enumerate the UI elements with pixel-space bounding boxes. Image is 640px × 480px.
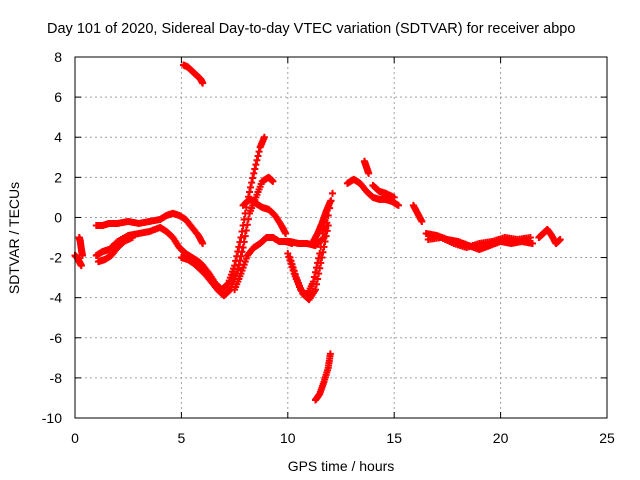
data-point	[225, 287, 233, 295]
data-point	[286, 254, 294, 262]
x-tick-label: 20	[493, 430, 509, 446]
data-point	[254, 152, 262, 160]
data-point	[321, 226, 329, 234]
data-point	[128, 234, 136, 241]
data-point	[320, 243, 328, 251]
data-point	[234, 265, 242, 273]
data-point	[242, 226, 250, 234]
series-segment-top	[180, 61, 207, 87]
data-point	[244, 215, 252, 223]
data-point	[317, 259, 325, 267]
data-point	[314, 275, 322, 283]
data-point	[289, 264, 297, 272]
data-point	[243, 221, 251, 229]
plot-frame	[74, 56, 608, 419]
data-point	[529, 240, 537, 248]
data-point	[319, 248, 327, 256]
data-point	[315, 270, 323, 278]
y-tick-label: -8	[50, 370, 63, 386]
data-point	[390, 193, 398, 201]
y-tick-label: 0	[54, 209, 62, 225]
series-segment-c	[94, 234, 136, 266]
data-point	[253, 156, 261, 164]
data-points	[71, 61, 564, 404]
series-segment-o	[369, 181, 398, 201]
data-point	[238, 248, 246, 256]
data-point	[526, 234, 534, 241]
series-segment-low	[311, 350, 334, 404]
y-tick-label: -2	[50, 250, 63, 266]
series-segment-r	[424, 234, 534, 252]
series-segment-j	[286, 221, 332, 304]
data-point	[255, 148, 263, 156]
data-point	[316, 264, 324, 272]
data-point	[250, 169, 258, 177]
data-point	[78, 252, 86, 260]
chart-title: Day 101 of 2020, Sidereal Day-to-day VTE…	[47, 21, 575, 37]
data-point	[328, 189, 336, 197]
data-point	[260, 133, 268, 141]
data-point	[291, 270, 299, 278]
series-segment-p	[409, 201, 426, 225]
data-point	[238, 227, 246, 235]
data-point	[237, 234, 245, 241]
data-point	[249, 174, 257, 182]
y-tick-label: -4	[50, 290, 63, 306]
data-point	[288, 260, 296, 268]
data-point	[556, 236, 564, 244]
data-point	[251, 165, 259, 173]
data-point	[245, 188, 253, 196]
y-tick-label: 2	[54, 169, 62, 185]
series-segment-k	[277, 189, 336, 250]
data-point	[311, 286, 319, 294]
x-tick-label: 10	[280, 430, 296, 446]
data-point	[239, 244, 247, 252]
x-tick-label: 25	[599, 430, 615, 446]
data-point	[199, 240, 207, 248]
data-point	[418, 217, 426, 225]
y-tick-label: 6	[54, 89, 62, 105]
data-point	[326, 350, 334, 358]
series-segment-f	[201, 173, 277, 300]
x-tick-label: 5	[178, 430, 186, 446]
data-point	[237, 252, 245, 260]
y-tick-label: 8	[54, 49, 62, 65]
series-segment-a	[92, 209, 207, 248]
data-point	[252, 161, 260, 169]
data-point	[248, 179, 256, 187]
y-tick-label: 4	[54, 129, 62, 145]
data-point	[318, 254, 326, 262]
series-segment-s	[535, 225, 564, 248]
data-point	[77, 262, 85, 270]
data-point	[313, 280, 321, 288]
series-segment-l	[309, 197, 334, 246]
x-tick-label: 0	[71, 430, 79, 446]
data-point	[199, 79, 207, 87]
data-point	[394, 201, 402, 209]
series-segment-h	[239, 195, 290, 237]
data-point	[282, 229, 290, 237]
data-point	[269, 177, 277, 185]
data-point	[320, 234, 328, 241]
data-point	[236, 257, 244, 265]
data-point	[247, 183, 255, 191]
y-axis-title: SDTVAR / TECUs	[6, 182, 22, 294]
grid-lines	[75, 57, 607, 418]
data-point	[240, 238, 248, 246]
data-point	[284, 250, 292, 258]
data-point	[290, 267, 298, 275]
x-tick-label: 15	[386, 430, 402, 446]
x-axis-title: GPS time / hours	[288, 458, 395, 474]
series-segment-early-b	[75, 234, 86, 260]
data-point	[326, 197, 334, 205]
data-point	[365, 169, 373, 177]
data-point	[241, 232, 249, 240]
y-tick-label: -10	[42, 410, 62, 426]
series-segment-n	[360, 157, 373, 177]
data-point	[287, 257, 295, 265]
axes: 0 5 10 15 20 25 -10 -8 -6 -4 -2 0 2 4 6 8	[42, 49, 615, 446]
y-tick-label: -6	[50, 330, 63, 346]
